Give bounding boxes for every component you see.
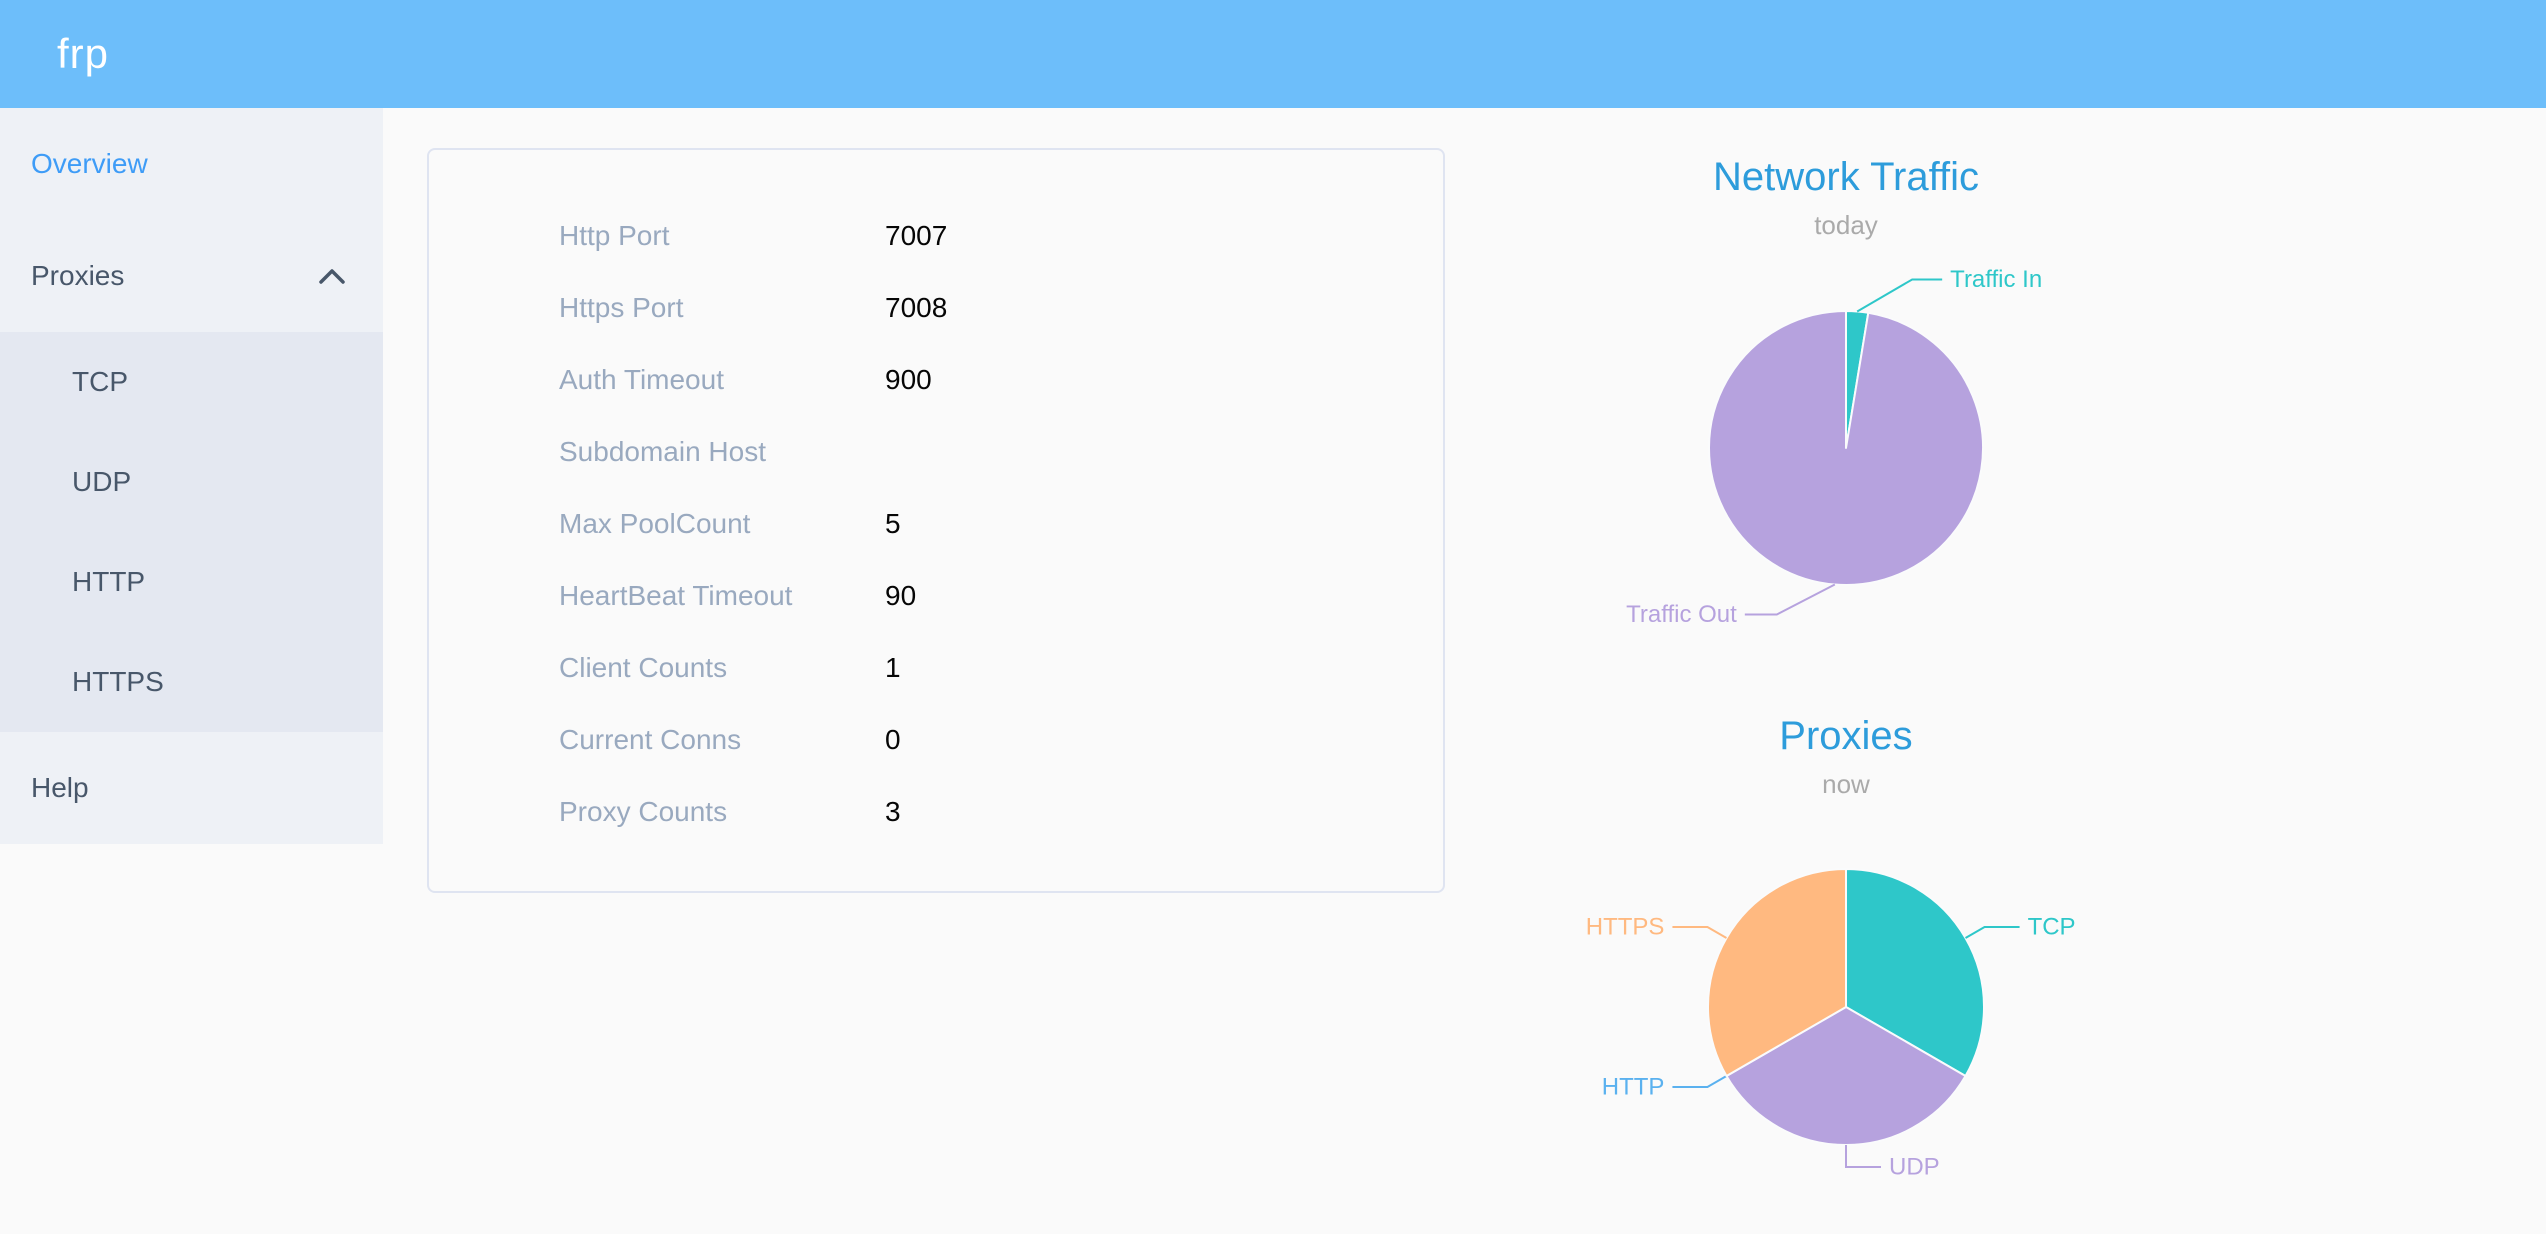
sidebar-item-label: HTTPS: [72, 666, 164, 697]
config-label: Http Port: [559, 220, 670, 251]
pie-label-line-traffic-out: [1744, 583, 1836, 616]
pie-label-line-udp: [1845, 1145, 1881, 1168]
sidebar-item-label: Proxies: [31, 260, 125, 291]
config-value: 7007: [885, 220, 948, 251]
config-value: 1: [885, 652, 901, 683]
pie-label-line-http: [1672, 1075, 1727, 1088]
config-row: Auth Timeout 900: [429, 344, 1443, 416]
config-label: Proxy Counts: [559, 796, 728, 827]
config-label: HeartBeat Timeout: [559, 580, 793, 611]
config-row: Proxy Counts 3: [429, 776, 1443, 848]
pie-label-tcp: TCP: [2028, 914, 2076, 941]
pie-label-https: HTTPS: [1586, 914, 1665, 941]
sidebar-item-label: Overview: [31, 148, 148, 179]
config-value: 3: [885, 796, 901, 827]
config-label: Current Conns: [559, 724, 742, 755]
chart-subtitle: now: [1822, 769, 1870, 799]
sidebar-item-http[interactable]: HTTP: [0, 532, 383, 632]
network-traffic-chart: Network Traffic today Traffic In Traffic Ou…: [1496, 120, 2196, 660]
config-row: Client Counts 1: [429, 632, 1443, 704]
sidebar: Overview Proxies TCP UDP HTTP HTTPS Help: [0, 108, 383, 844]
config-value: 5: [885, 508, 901, 539]
sidebar-item-label: Help: [31, 772, 89, 803]
config-row: Http Port 7007: [429, 200, 1443, 272]
chart-subtitle: today: [1814, 210, 1878, 240]
config-label: Auth Timeout: [559, 364, 724, 395]
sidebar-item-https[interactable]: HTTPS: [0, 632, 383, 732]
chart-title: Network Traffic: [1713, 155, 1979, 199]
pie-label-line-traffic-in: [1856, 278, 1943, 313]
pie-label-line-https: [1672, 926, 1727, 939]
pie-label-line-tcp: [1965, 926, 2020, 939]
pie-label-udp: UDP: [1889, 1154, 1940, 1181]
config-value: 90: [885, 580, 917, 611]
chevron-up-icon: [319, 269, 345, 284]
pie-label-traffic-in: Traffic In: [1950, 266, 2042, 293]
config-row: Max PoolCount 5: [429, 488, 1443, 560]
sidebar-item-label: TCP: [72, 366, 128, 397]
config-row: Current Conns 0: [429, 704, 1443, 776]
config-label: Https Port: [559, 292, 684, 323]
pie-label-http: HTTP: [1602, 1074, 1665, 1101]
config-row: HeartBeat Timeout 90: [429, 560, 1443, 632]
pie-slice-traffic-out[interactable]: [1708, 310, 1984, 586]
config-label: Subdomain Host: [559, 436, 767, 467]
app-logo: frp: [57, 30, 110, 77]
sidebar-item-proxies[interactable]: Proxies: [0, 220, 383, 332]
app-header: frp: [0, 0, 2546, 108]
sidebar-item-label: HTTP: [72, 566, 146, 597]
config-value: 0: [885, 724, 901, 755]
sidebar-item-udp[interactable]: UDP: [0, 432, 383, 532]
config-row: Https Port 7008: [429, 272, 1443, 344]
config-label: Client Counts: [559, 652, 728, 683]
pie-label-traffic-out: Traffic Out: [1626, 601, 1737, 628]
config-value: 900: [885, 364, 932, 395]
sidebar-item-label: UDP: [72, 466, 132, 497]
proxies-pie-svg: Proxies now TCP UDP HTTP HTTPS: [1586, 714, 2076, 1181]
sidebar-item-tcp[interactable]: TCP: [0, 332, 383, 432]
server-info-card: Http Port 7007 Https Port 7008 Auth Time…: [427, 148, 1445, 893]
proxies-submenu: TCP UDP HTTP HTTPS: [0, 332, 383, 732]
network-traffic-pie-svg: Network Traffic today Traffic In Traffic Ou…: [1626, 155, 2042, 628]
proxies-chart: Proxies now TCP UDP HTTP HTTPS: [1496, 690, 2196, 1234]
config-row: Subdomain Host: [429, 416, 1443, 488]
sidebar-item-overview[interactable]: Overview: [0, 108, 383, 220]
sidebar-item-help[interactable]: Help: [0, 732, 383, 844]
config-label: Max PoolCount: [559, 508, 751, 539]
config-value: 7008: [885, 292, 948, 323]
chart-title: Proxies: [1779, 714, 1912, 758]
